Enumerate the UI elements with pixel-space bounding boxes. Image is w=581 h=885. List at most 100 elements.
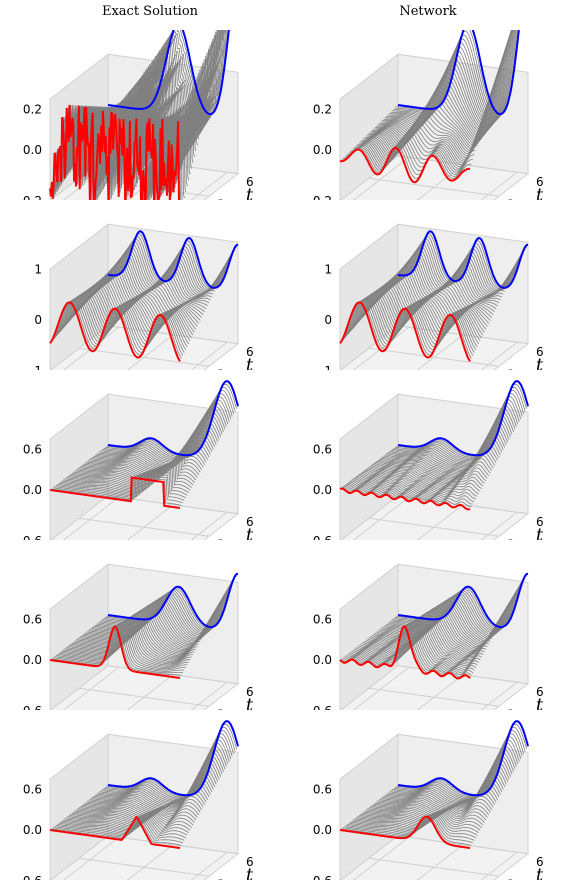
surface-line (61, 811, 192, 832)
surface-line (348, 620, 479, 670)
surface-line (357, 112, 488, 158)
final-profile-line (397, 380, 529, 457)
t-axis-label: t (246, 525, 254, 541)
z-tick-label: -0.6 (19, 704, 42, 710)
surface-line (358, 107, 489, 157)
z-tick-label: 1 (34, 262, 42, 276)
surface-line (68, 450, 200, 487)
floor-grid-t (107, 325, 239, 345)
surface-line (91, 412, 223, 469)
surface-line (386, 30, 513, 126)
z-tick-label: 0.0 (23, 483, 42, 497)
z-tick-label: -0.6 (309, 704, 332, 710)
surface-line (367, 608, 498, 654)
floor-grid-t (397, 325, 529, 345)
surface-plot-row4-network: 0.60.0-0.6100-10x036t (290, 540, 580, 710)
final-profile-line (397, 572, 529, 629)
surface-line (389, 739, 520, 801)
surface-svg: 0.60.0-0.6100-10x036t (309, 720, 544, 880)
surface-line (99, 739, 230, 802)
surface-line (395, 386, 526, 458)
surface-line (60, 812, 191, 833)
surface-line (347, 482, 478, 498)
surface-plot-row3-network: 0.60.0-0.6100-10x036t (290, 370, 580, 540)
surface-line (345, 622, 477, 672)
final-profile-line (107, 720, 239, 797)
initial-condition-line (340, 146, 471, 184)
initial-condition-line (339, 301, 471, 362)
floor-grid-t (397, 835, 529, 855)
surface-line (55, 472, 186, 499)
t-axis-label: t (536, 355, 544, 371)
surface-line (348, 135, 479, 169)
surface-line (355, 470, 487, 491)
z-tick-label: 0 (34, 313, 42, 327)
t-axis-label: t (536, 525, 544, 541)
final-profile-line (397, 230, 529, 289)
surface-line (51, 815, 182, 846)
surface-line (358, 614, 489, 661)
t-tick-label: 3 (507, 537, 515, 540)
surface-plot-row5-network: 0.60.0-0.6100-10x036t (290, 710, 580, 880)
surface-line (67, 615, 198, 661)
surface-line (393, 730, 525, 798)
floor-grid-t (368, 687, 500, 707)
z-tick-label: 0.0 (313, 483, 332, 497)
z-tick-label: -0.6 (19, 874, 42, 880)
z-tick-label: 0.6 (313, 612, 332, 626)
surface-line (342, 485, 473, 505)
floor-grid-t (107, 835, 239, 855)
surface-line (57, 469, 188, 496)
surface-line (364, 452, 496, 483)
t-axis-label: t (246, 355, 254, 371)
surface-line (389, 399, 520, 463)
surface-line (94, 408, 226, 466)
surface-line (341, 145, 472, 179)
surface-line (357, 615, 488, 662)
surface-plot-row4-exact: 0.60.0-0.6100-10x036t (0, 540, 290, 710)
t-tick-label: 3 (217, 367, 225, 370)
surface-line (349, 619, 481, 669)
surface-line (352, 476, 484, 493)
surface-line (344, 484, 475, 502)
surface-line (68, 614, 199, 660)
floor-grid-t (78, 517, 210, 537)
surface-line (60, 619, 191, 667)
t-tick-label: 3 (217, 537, 225, 540)
floor-grid-t (368, 517, 500, 537)
surface-line (387, 30, 513, 125)
surface-line (52, 815, 184, 844)
z-tick-label: 0 (324, 313, 332, 327)
z-tick-label: -0.6 (309, 874, 332, 880)
surface-line (93, 410, 224, 468)
z-tick-label: 0.0 (23, 653, 42, 667)
t-tick-label: 6 (536, 515, 544, 529)
surface-line (54, 623, 185, 672)
surface-line (367, 445, 498, 481)
t-tick-label: 6 (536, 685, 544, 699)
z-tick-label: 0.6 (23, 782, 42, 796)
final-profile-line (397, 720, 529, 797)
surface-line (57, 621, 188, 670)
surface-svg: 0.60.0-0.6100-10x036t (309, 380, 544, 541)
surface-line (70, 613, 201, 659)
t-tick-label: 6 (536, 175, 544, 189)
initial-condition-line (49, 104, 180, 200)
surface-plot-row2-exact: 10-1100-10x036t (0, 200, 290, 370)
surface-svg: 0.60.0-0.6100-10x036t (19, 563, 254, 710)
surface-plot-row1-network: 0.20.0-0.2100-10x036t (290, 30, 580, 200)
z-tick-label: 0.2 (23, 102, 42, 116)
floor-grid-t (78, 347, 210, 367)
z-tick-label: -0.6 (309, 534, 332, 540)
z-tick-label: 0.0 (313, 143, 332, 157)
surface-line (87, 419, 219, 472)
surface-line (358, 464, 490, 488)
z-tick-label: -0.2 (19, 194, 42, 200)
z-tick-label: 0.0 (23, 143, 42, 157)
surface-plot-row3-exact: 0.60.0-0.6100-10x036t (0, 370, 290, 540)
surface-line (51, 625, 182, 676)
surface-line (52, 624, 183, 674)
t-tick-label: 3 (507, 707, 515, 710)
t-tick-label: 6 (246, 855, 254, 869)
surface-line (73, 611, 204, 656)
